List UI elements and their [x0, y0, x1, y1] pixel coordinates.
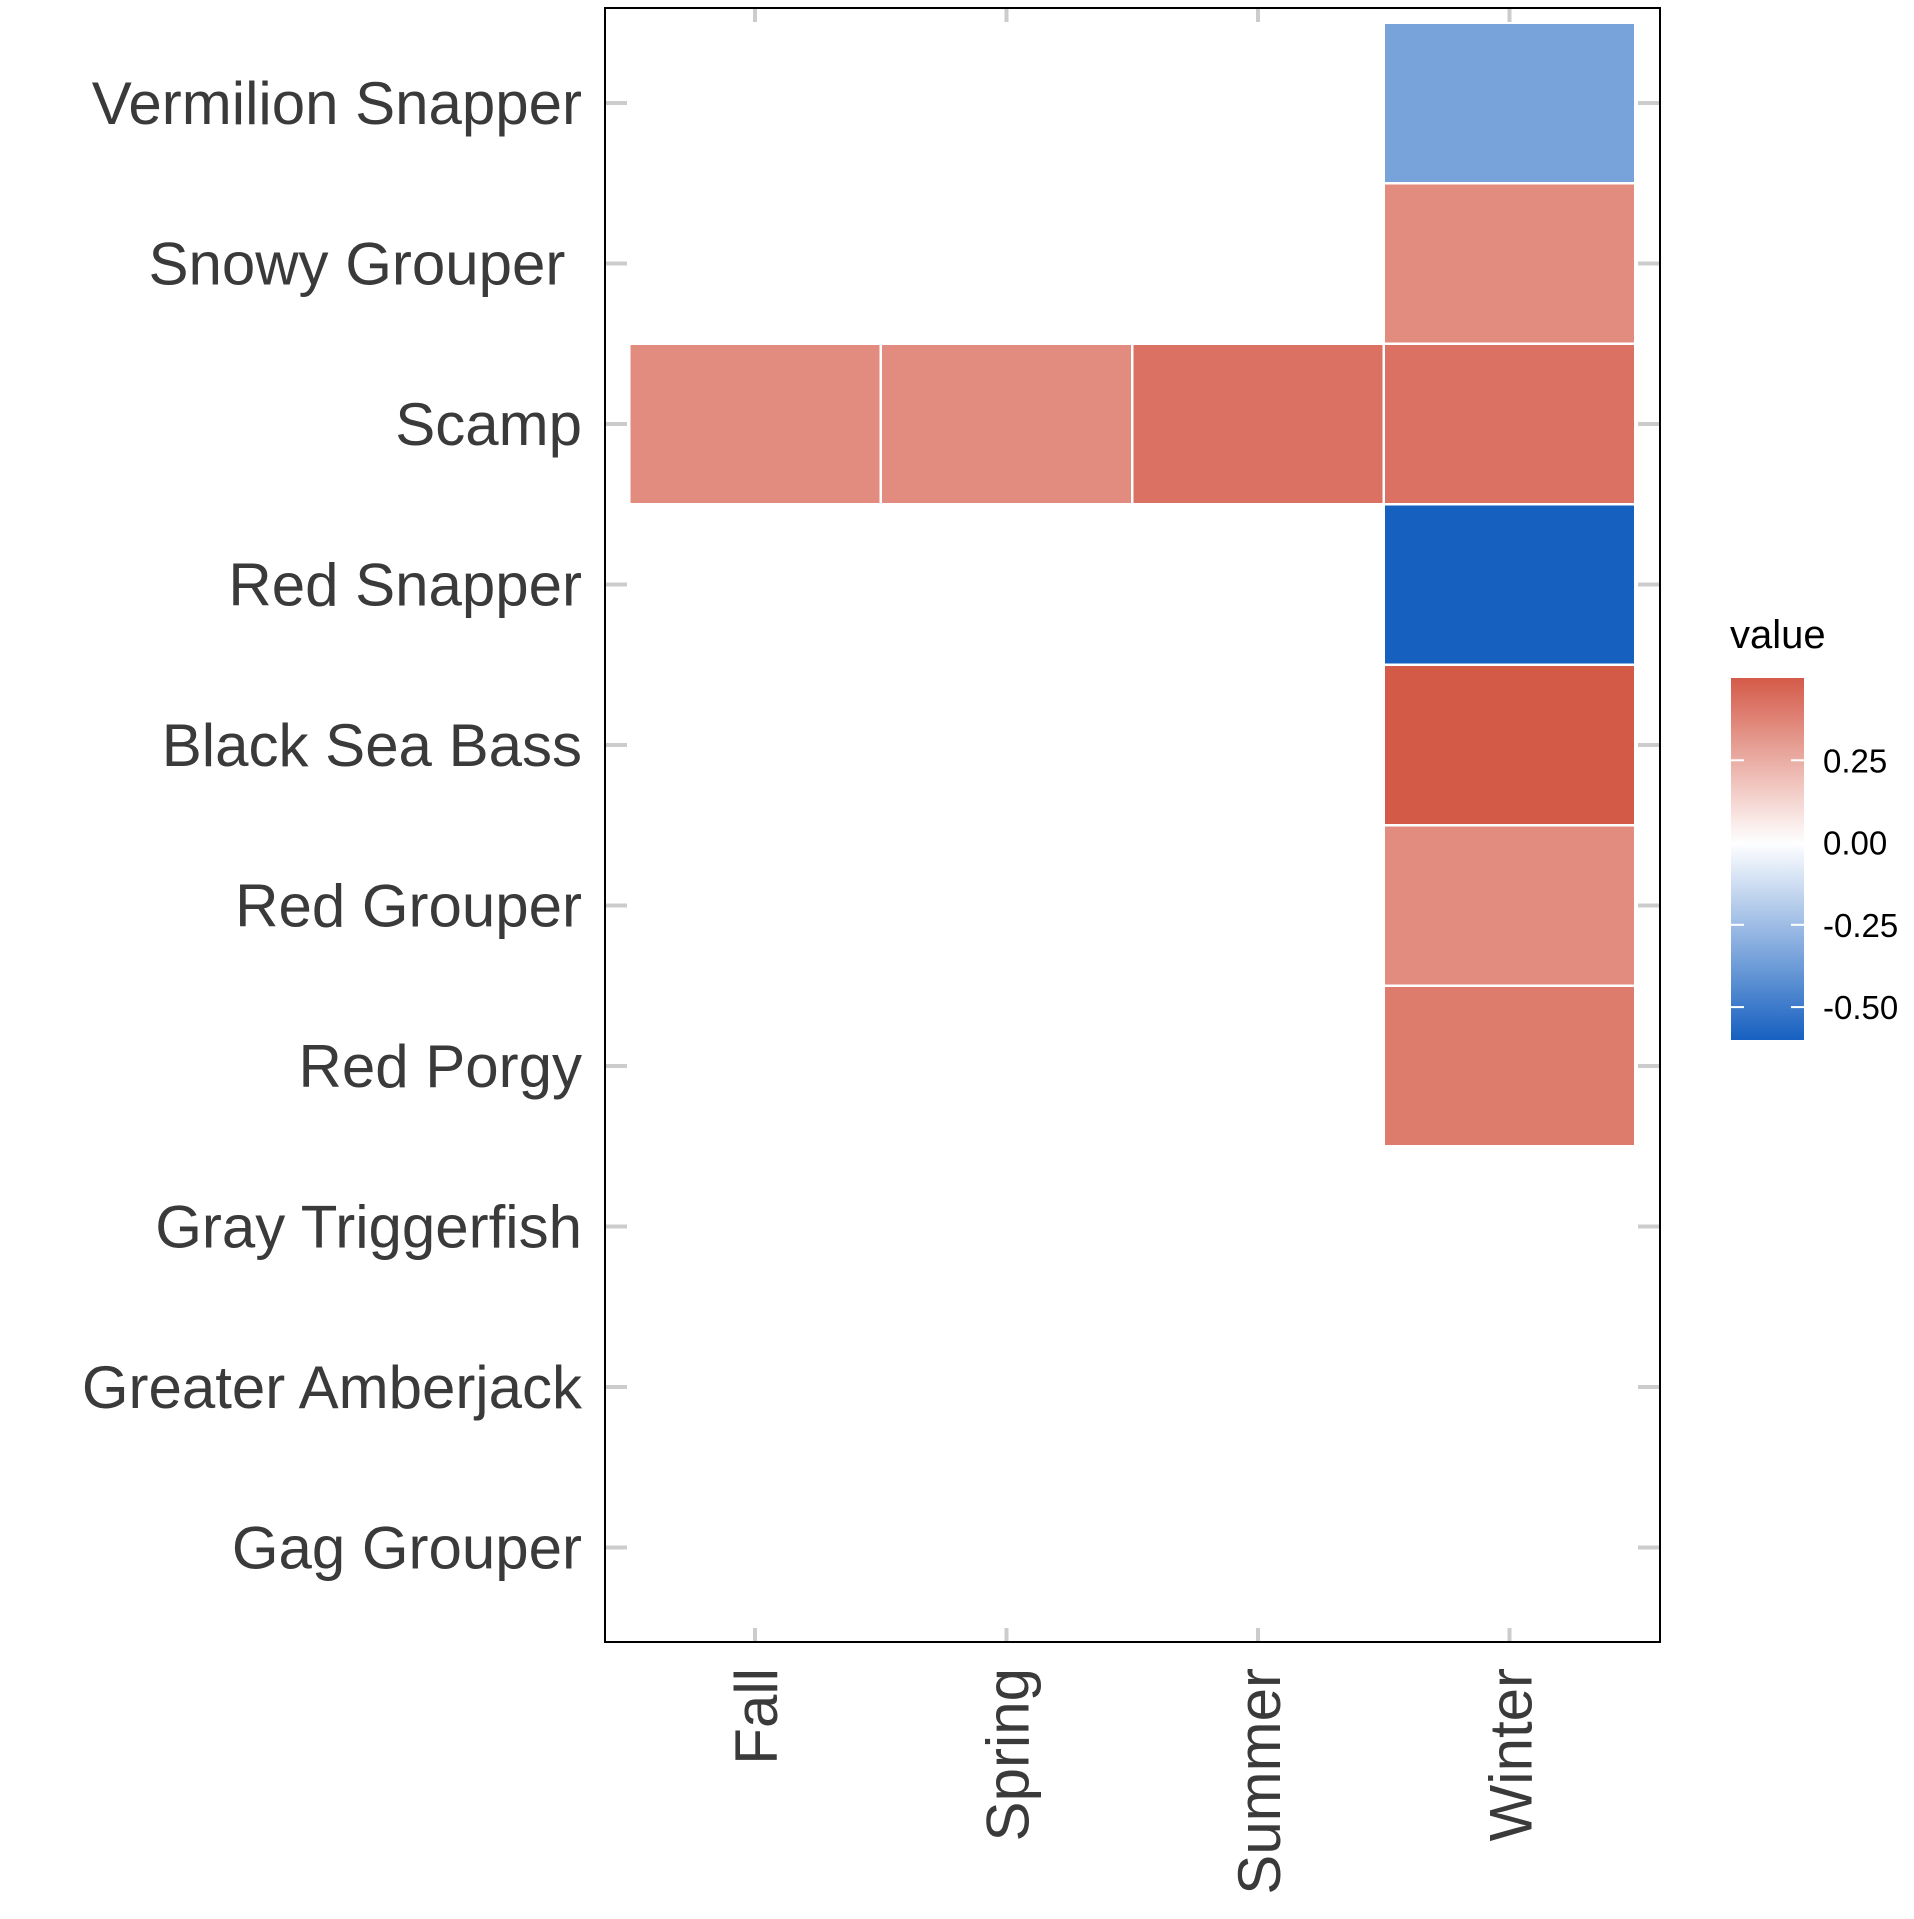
y-axis-ticks — [605, 101, 1660, 1550]
plot-panel-border — [604, 7, 1661, 1643]
y-label-gag-grouper: Gag Grouper — [232, 1515, 582, 1582]
legend-tick-label: 0.25 — [1823, 742, 1887, 779]
y-label-black-sea-bass: Black Sea Bass — [162, 712, 582, 779]
cell-red-snapper-winter — [1385, 505, 1634, 664]
legend-tick-label: -0.25 — [1823, 907, 1898, 944]
x-label-fall: Fall — [723, 1668, 790, 1765]
cell-scamp-fall — [630, 345, 880, 503]
legend-tick-label: 0.00 — [1823, 825, 1887, 862]
y-label-snowy-grouper: Snowy Grouper — [148, 231, 582, 298]
x-label-winter: Winter — [1478, 1668, 1545, 1841]
cell-scamp-summer — [1133, 345, 1383, 503]
cell-scamp-winter — [1385, 345, 1634, 503]
x-axis-ticks — [753, 8, 1512, 1642]
cell-vermilion-snapper-winter — [1385, 24, 1634, 182]
cell-snowy-grouper-winter — [1385, 184, 1634, 343]
x-label-spring: Spring — [975, 1668, 1042, 1841]
legend-tick-label: -0.50 — [1823, 989, 1898, 1026]
y-label-gray-triggerfish: Gray Triggerfish — [155, 1194, 582, 1261]
y-label-vermilion-snapper: Vermilion Snapper — [92, 70, 582, 137]
y-label-red-grouper: Red Grouper — [235, 873, 582, 940]
x-label-summer: Summer — [1226, 1668, 1293, 1895]
legend-colorbar — [1731, 678, 1804, 1040]
cell-scamp-spring — [882, 345, 1131, 503]
y-label-red-porgy: Red Porgy — [299, 1033, 582, 1100]
y-label-red-snapper: Red Snapper — [228, 552, 582, 619]
cell-black-sea-bass-winter — [1385, 666, 1634, 824]
y-label-greater-amberjack: Greater Amberjack — [82, 1354, 583, 1421]
y-label-scamp: Scamp — [395, 391, 582, 458]
color-legend: value 0.25 0.00 -0.25 -0.50 — [1730, 613, 1898, 1040]
heatmap-cells — [630, 24, 1634, 1145]
y-axis-labels: Vermilion Snapper Snowy Grouper Scamp Red … — [82, 70, 583, 1582]
cell-red-grouper-winter — [1385, 826, 1634, 985]
legend-title: value — [1730, 613, 1826, 657]
x-axis-labels: Fall Spring Summer Winter — [723, 1668, 1545, 1895]
cell-red-porgy-winter — [1385, 987, 1634, 1145]
legend-ticks: 0.25 0.00 -0.25 -0.50 — [1731, 742, 1898, 1026]
